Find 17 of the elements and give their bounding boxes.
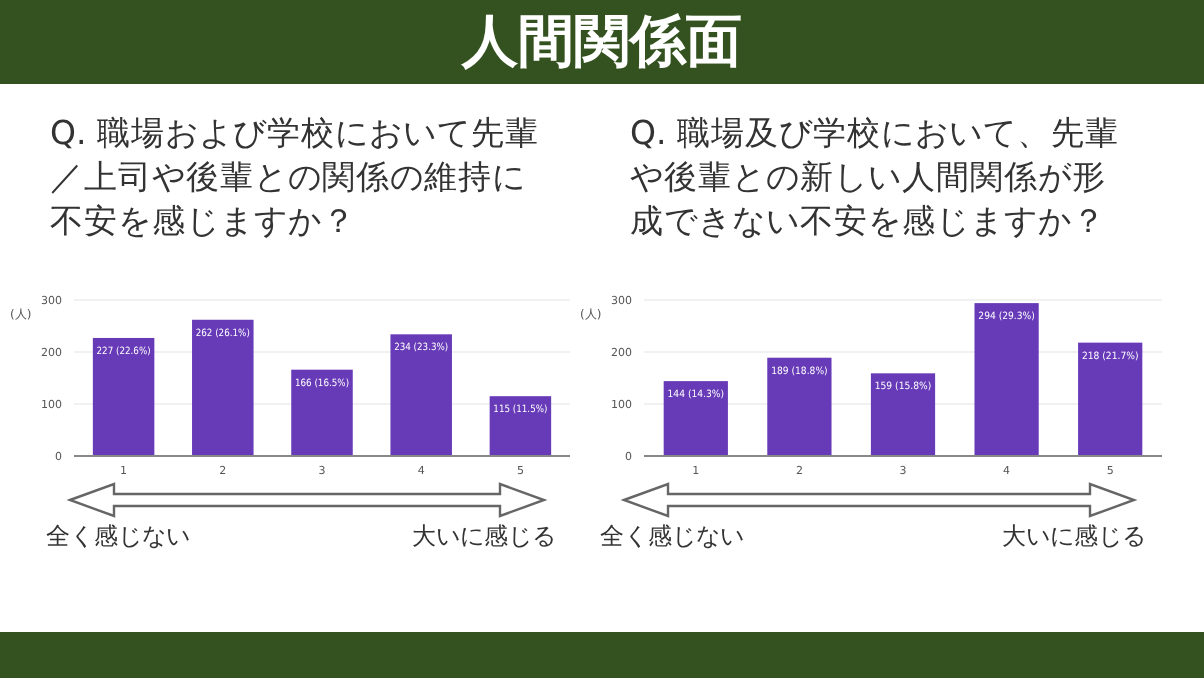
bar xyxy=(974,303,1039,456)
bar xyxy=(663,381,728,456)
chart-title: Q. 職場および学校において先輩／上司や後輩との関係の維持に不安を感じますか？ xyxy=(50,112,541,244)
bar xyxy=(489,396,552,456)
bar xyxy=(192,319,254,456)
text: 全く感じない xyxy=(46,522,190,550)
bar xyxy=(390,334,452,456)
chart-title: Q. 職場及び学校において、先輩や後輩との新しい人間関係が形成できない不安を感じますか？ xyxy=(630,112,1121,244)
bar xyxy=(870,373,936,456)
bar xyxy=(92,337,155,456)
bar xyxy=(767,357,832,456)
text: 大いに感じる xyxy=(1002,522,1146,550)
text: 人間関係面 xyxy=(0,0,1204,84)
bar xyxy=(1078,342,1143,456)
text: 全く感じない xyxy=(600,522,744,550)
text: 大いに感じる xyxy=(412,522,556,550)
bar xyxy=(291,369,353,456)
